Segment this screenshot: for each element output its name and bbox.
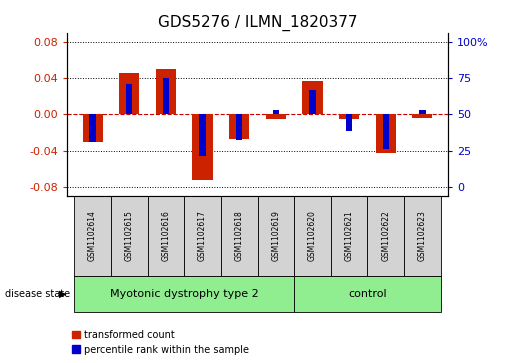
Bar	[346, 114, 352, 131]
Bar	[193, 114, 213, 180]
Bar	[111, 196, 148, 276]
Bar	[236, 114, 243, 140]
Text: ▶: ▶	[59, 289, 67, 299]
Bar	[272, 110, 279, 114]
Text: GSM1102623: GSM1102623	[418, 211, 427, 261]
Bar	[266, 114, 286, 119]
Bar	[339, 114, 359, 119]
Bar	[294, 276, 441, 312]
Text: GSM1102622: GSM1102622	[381, 211, 390, 261]
Text: GSM1102615: GSM1102615	[125, 211, 134, 261]
Bar	[309, 90, 316, 114]
Title: GDS5276 / ILMN_1820377: GDS5276 / ILMN_1820377	[158, 15, 357, 31]
Text: control: control	[348, 289, 387, 299]
Legend: transformed count, percentile rank within the sample: transformed count, percentile rank withi…	[72, 330, 249, 355]
Bar	[367, 196, 404, 276]
Text: GSM1102619: GSM1102619	[271, 211, 280, 261]
Text: GSM1102614: GSM1102614	[88, 211, 97, 261]
Bar	[119, 73, 140, 114]
Bar	[90, 114, 96, 142]
Bar	[229, 114, 249, 139]
Bar	[199, 114, 206, 156]
Text: GSM1102618: GSM1102618	[235, 211, 244, 261]
Bar	[375, 114, 396, 153]
Bar	[302, 81, 322, 114]
Bar	[221, 196, 258, 276]
Bar	[82, 114, 102, 142]
Bar	[413, 114, 433, 118]
Bar	[294, 196, 331, 276]
Bar	[331, 196, 367, 276]
Text: GSM1102617: GSM1102617	[198, 211, 207, 261]
Text: Myotonic dystrophy type 2: Myotonic dystrophy type 2	[110, 289, 259, 299]
Bar	[383, 114, 389, 149]
Bar	[126, 85, 132, 114]
Bar	[74, 196, 111, 276]
Text: GSM1102621: GSM1102621	[345, 211, 354, 261]
Bar	[258, 196, 294, 276]
Bar	[404, 196, 441, 276]
Bar	[419, 110, 425, 114]
Bar	[74, 276, 294, 312]
Text: disease state: disease state	[5, 289, 70, 299]
Bar	[163, 78, 169, 114]
Bar	[148, 196, 184, 276]
Bar	[156, 69, 176, 114]
Text: GSM1102616: GSM1102616	[161, 211, 170, 261]
Text: GSM1102620: GSM1102620	[308, 211, 317, 261]
Bar	[184, 196, 221, 276]
